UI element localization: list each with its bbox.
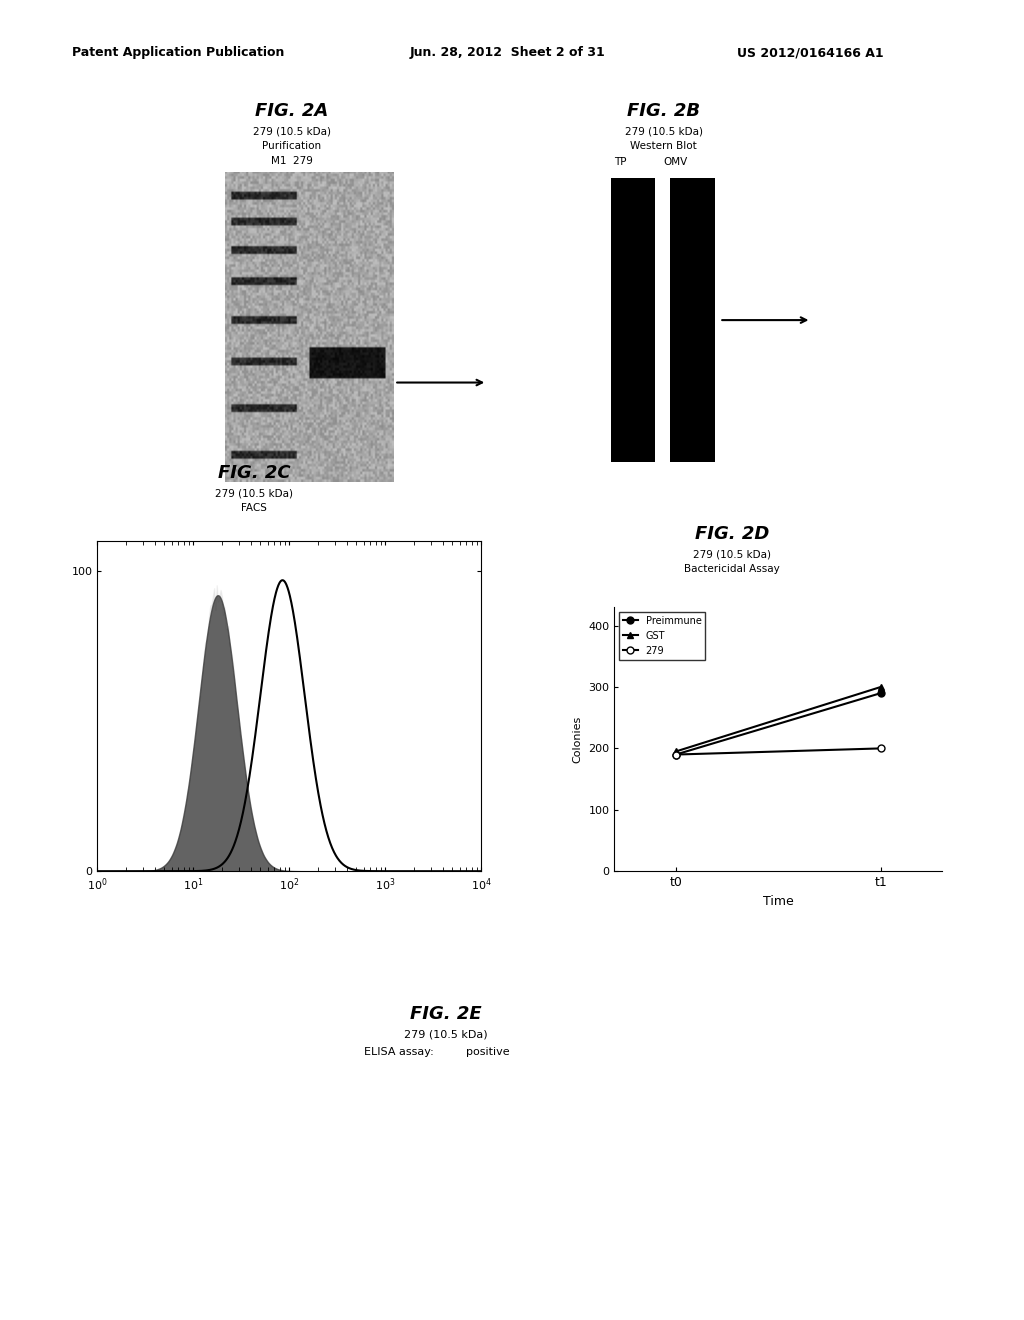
Text: 279 (10.5 kDa): 279 (10.5 kDa): [215, 488, 293, 499]
Legend: Preimmune, GST, 279: Preimmune, GST, 279: [620, 612, 706, 660]
Text: ELISA assay:: ELISA assay:: [364, 1047, 437, 1057]
Text: M1  279: M1 279: [271, 156, 312, 166]
Bar: [611, 178, 655, 462]
Text: FIG. 2B: FIG. 2B: [627, 102, 700, 120]
Text: FACS: FACS: [241, 503, 267, 513]
X-axis label: Time: Time: [763, 895, 794, 908]
Text: 279 (10.5 kDa): 279 (10.5 kDa): [693, 549, 771, 560]
Text: 279 (10.5 kDa): 279 (10.5 kDa): [253, 127, 331, 137]
Text: Patent Application Publication: Patent Application Publication: [72, 46, 284, 59]
Text: Purification: Purification: [262, 141, 322, 152]
Y-axis label: Colonies: Colonies: [572, 715, 583, 763]
Bar: [671, 178, 715, 462]
Text: FIG. 2C: FIG. 2C: [218, 463, 290, 482]
Text: TP: TP: [614, 157, 627, 168]
Text: Western Blot: Western Blot: [630, 141, 697, 152]
Text: FIG. 2A: FIG. 2A: [255, 102, 329, 120]
Text: US 2012/0164166 A1: US 2012/0164166 A1: [737, 46, 884, 59]
Text: positive: positive: [466, 1047, 510, 1057]
Text: FIG. 2D: FIG. 2D: [695, 524, 769, 543]
Text: FIG. 2E: FIG. 2E: [410, 1005, 481, 1023]
Text: Jun. 28, 2012  Sheet 2 of 31: Jun. 28, 2012 Sheet 2 of 31: [410, 46, 605, 59]
Text: 279 (10.5 kDa): 279 (10.5 kDa): [403, 1030, 487, 1040]
Text: 279 (10.5 kDa): 279 (10.5 kDa): [625, 127, 702, 137]
Text: Bactericidal Assay: Bactericidal Assay: [684, 564, 780, 574]
Text: OMV: OMV: [664, 157, 688, 168]
